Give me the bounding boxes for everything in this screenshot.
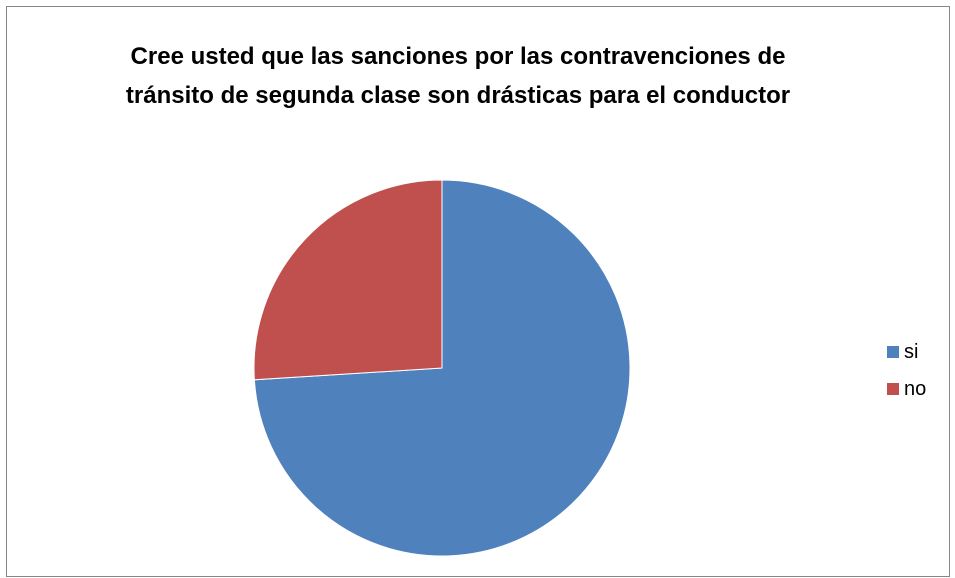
- pie-slices: [253, 179, 631, 557]
- legend: si no: [887, 333, 926, 407]
- legend-swatch-no: [887, 382, 899, 395]
- chart-frame: Cree usted que las sanciones por las con…: [6, 6, 950, 577]
- legend-item-no: no: [887, 370, 926, 407]
- legend-item-si: si: [887, 333, 926, 370]
- legend-swatch-si: [887, 345, 899, 358]
- legend-label-si: si: [904, 340, 919, 363]
- legend-label-no: no: [904, 377, 927, 400]
- pie-slice-no: [253, 179, 443, 381]
- chart-title: Cree usted que las sanciones por las con…: [125, 43, 791, 109]
- pie-chart: [253, 179, 631, 557]
